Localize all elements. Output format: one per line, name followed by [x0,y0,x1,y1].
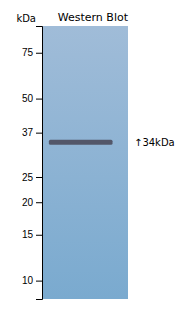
y-tick-label: 10 [22,275,34,286]
y-tick: 25 [22,172,42,183]
y-tick-label: 25 [22,172,34,183]
y-tick-line [36,133,42,134]
y-tick-line [36,53,42,54]
y-tick-line [36,202,42,203]
band [49,140,113,145]
chart: 75 50 37 25 20 15 10 kDa Western Blot ↑34kDa [0,0,190,309]
y-tick-line [36,99,42,100]
y-tick-label: 15 [22,229,34,240]
y-axis-line [36,27,43,300]
y-tick: 10 [22,275,42,286]
y-tick-label: 20 [22,197,34,208]
axis-label: kDa [16,13,36,24]
y-tick: 15 [22,229,42,240]
data-label: ↑34kDa [134,137,175,148]
y-tick-label: 75 [22,47,34,58]
title: Western Blot [58,11,129,24]
y-tick-label: 50 [22,93,34,104]
y-tick: 75 [22,47,42,58]
y-tick-label: 37 [22,127,34,138]
y-tick: 20 [22,197,42,208]
y-tick-line [36,177,42,178]
plot-area [49,140,113,145]
y-tick-line [36,281,42,282]
y-tick-line [36,235,42,236]
y-axis: 75 50 37 25 20 15 10 [22,27,43,300]
y-tick: 50 [22,93,42,104]
y-tick: 37 [22,127,42,138]
gel-background [42,26,128,299]
